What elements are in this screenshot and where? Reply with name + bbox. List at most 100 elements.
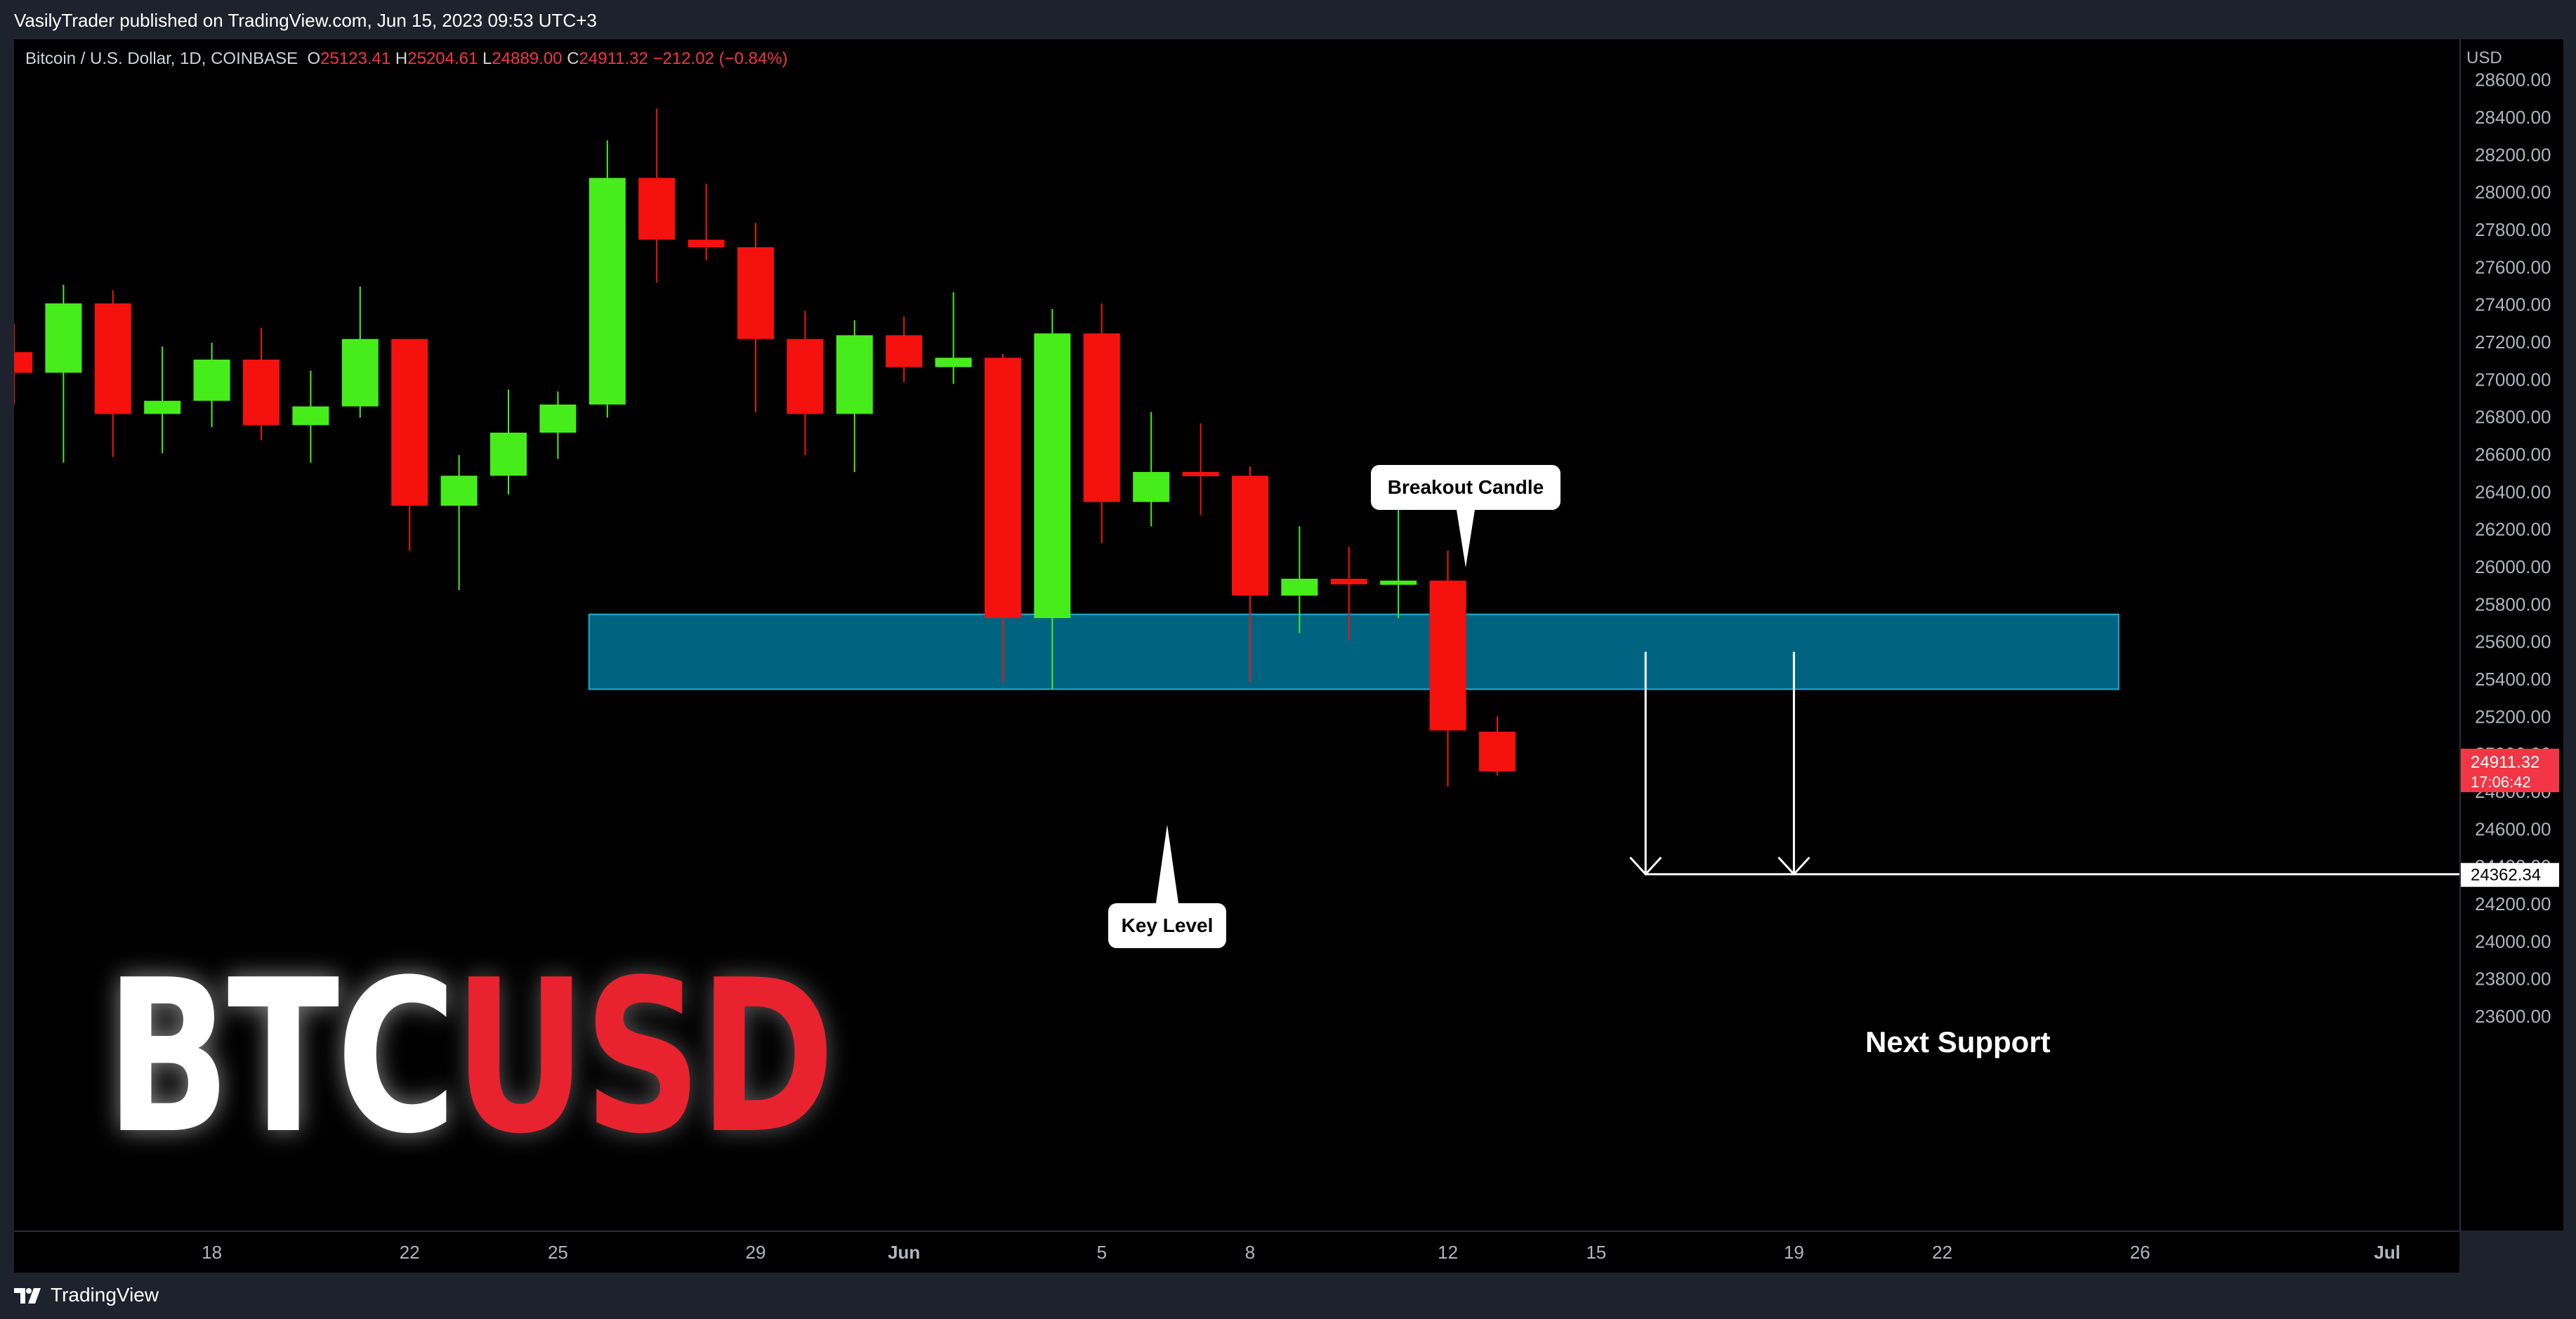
- down-arrow-head: [1777, 856, 1811, 876]
- price-tick-label: 28600.00: [2475, 70, 2551, 91]
- down-arrow-head: [1629, 856, 1662, 876]
- time-tick-label: 22: [1932, 1242, 1952, 1263]
- price-tick-label: 28200.00: [2475, 144, 2551, 165]
- candle-body: [1479, 731, 1516, 772]
- candle-body: [836, 335, 873, 414]
- price-tick-label: 28000.00: [2475, 182, 2551, 203]
- price-tick-label: 24000.00: [2475, 931, 2551, 952]
- time-tick-label: 8: [1245, 1242, 1255, 1263]
- tradingview-logo-icon: [14, 1288, 41, 1304]
- price-tick-label: 23600.00: [2475, 1006, 2551, 1027]
- price-tick-label: 26000.00: [2475, 556, 2551, 577]
- legend-change: −212.02 (−0.84%): [652, 49, 788, 68]
- candle-body: [737, 247, 774, 339]
- key-level-callout-pointer: [1156, 825, 1178, 903]
- candle-body: [1330, 579, 1367, 584]
- key-level-callout[interactable]: Key Level: [1108, 903, 1226, 948]
- breakout-callout-pointer: [1457, 510, 1475, 567]
- price-axis-svg: USD23600.0023800.0024000.0024200.0024400…: [2461, 48, 2559, 1027]
- published-by-text: VasilyTrader published on TradingView.co…: [14, 10, 597, 31]
- time-tick-label: Jun: [888, 1242, 920, 1263]
- price-axis[interactable]: USD23600.0023800.0024000.0024200.0024400…: [2459, 39, 2563, 1231]
- candle-body: [688, 239, 725, 247]
- candle-body: [638, 178, 676, 240]
- candle-body: [539, 405, 577, 433]
- price-countdown-label: 17:06:42: [2471, 773, 2531, 791]
- btcusd-title-white: BTC: [105, 935, 456, 1180]
- time-tick-label: 25: [548, 1242, 568, 1263]
- candle-body: [1429, 580, 1466, 730]
- candle-body: [1281, 579, 1318, 596]
- legend-low-label: L: [482, 49, 492, 68]
- price-tick-label: 24600.00: [2475, 818, 2551, 839]
- candle-body: [985, 357, 1021, 618]
- candle-body: [391, 339, 428, 506]
- price-tick-label: 26600.00: [2475, 444, 2551, 465]
- candle-body: [589, 178, 626, 405]
- btcusd-title: BTCUSD: [105, 952, 835, 1163]
- key-level-zone: [588, 613, 2120, 690]
- chart-area[interactable]: Bitcoin / U.S. Dollar, 1D, COINBASE O 251…: [14, 39, 2459, 1231]
- price-tick-label: 26800.00: [2475, 407, 2551, 428]
- candle-body: [935, 357, 972, 367]
- tradingview-brand[interactable]: TradingView: [14, 1284, 159, 1306]
- candle-body: [243, 360, 280, 426]
- btcusd-title-red: USD: [453, 935, 835, 1180]
- candlestick-chart[interactable]: [14, 39, 2459, 1231]
- price-tick-label: 27800.00: [2475, 219, 2551, 240]
- candle-body: [440, 475, 478, 506]
- price-tick-label: 25200.00: [2475, 706, 2551, 727]
- candle-body: [1034, 333, 1071, 618]
- time-tick-label: 26: [2130, 1242, 2150, 1263]
- price-tick-label: 27600.00: [2475, 256, 2551, 277]
- price-tick-label: 27200.00: [2475, 332, 2551, 353]
- price-tick-label: 24200.00: [2475, 893, 2551, 914]
- legend-symbol: Bitcoin / U.S. Dollar, 1D, COINBASE: [25, 49, 298, 68]
- price-axis-currency: USD: [2466, 48, 2502, 67]
- legend-open-label: O: [307, 49, 321, 68]
- legend-close-label: C: [567, 49, 579, 68]
- legend-high-label: H: [395, 49, 408, 68]
- current-price-label: 24911.32: [2471, 753, 2539, 772]
- price-tick-label: 26400.00: [2475, 481, 2551, 502]
- current-price-badge: [2461, 749, 2559, 792]
- price-tick-label: 26200.00: [2475, 519, 2551, 540]
- price-tick-label: 27000.00: [2475, 369, 2551, 390]
- time-tick-label: 5: [1097, 1242, 1107, 1263]
- candle-body: [1083, 333, 1120, 502]
- time-axis-svg: 18222529Jun581215192226Jul4: [202, 1242, 2400, 1263]
- candle-body: [1380, 580, 1417, 585]
- candle-body: [1182, 472, 1219, 476]
- candle-body: [1133, 472, 1170, 502]
- key-level-label: Key Level: [1121, 914, 1214, 936]
- time-axis[interactable]: 18222529Jun581215192226Jul4: [14, 1231, 2459, 1273]
- candle-body: [193, 360, 230, 401]
- price-tick-label: 25400.00: [2475, 669, 2551, 690]
- time-tick-label: 29: [746, 1242, 766, 1263]
- price-tick-label: 27400.00: [2475, 294, 2551, 315]
- candle-body: [341, 339, 379, 407]
- candle-body: [14, 352, 32, 373]
- time-tick-label: 18: [202, 1242, 222, 1263]
- next-support-label: Next Support: [1865, 1025, 2051, 1058]
- breakout-candle-label: Breakout Candle: [1387, 476, 1544, 498]
- tradingview-brand-label: TradingView: [51, 1284, 159, 1306]
- time-tick-label: 15: [1586, 1242, 1606, 1263]
- breakout-candle-callout[interactable]: Breakout Candle: [1371, 465, 1560, 510]
- price-tick-label: 25600.00: [2475, 631, 2551, 652]
- candle-body: [144, 400, 181, 414]
- time-tick-label: Jul: [2374, 1242, 2400, 1263]
- legend-low-value: 24889.00: [492, 49, 563, 68]
- top-bar: VasilyTrader published on TradingView.co…: [0, 0, 2576, 39]
- candle-body: [94, 303, 131, 414]
- legend-close-value: 24911.32: [579, 49, 648, 68]
- time-tick-label: 12: [1438, 1242, 1458, 1263]
- candle-body: [45, 303, 82, 373]
- price-tick-label: 23800.00: [2475, 969, 2551, 990]
- candle-body: [490, 433, 527, 476]
- candle-body: [292, 406, 329, 426]
- time-tick-label: 19: [1784, 1242, 1804, 1263]
- candle-body: [787, 339, 824, 414]
- support-price-badge: [2461, 862, 2559, 887]
- candle-body: [1232, 475, 1268, 596]
